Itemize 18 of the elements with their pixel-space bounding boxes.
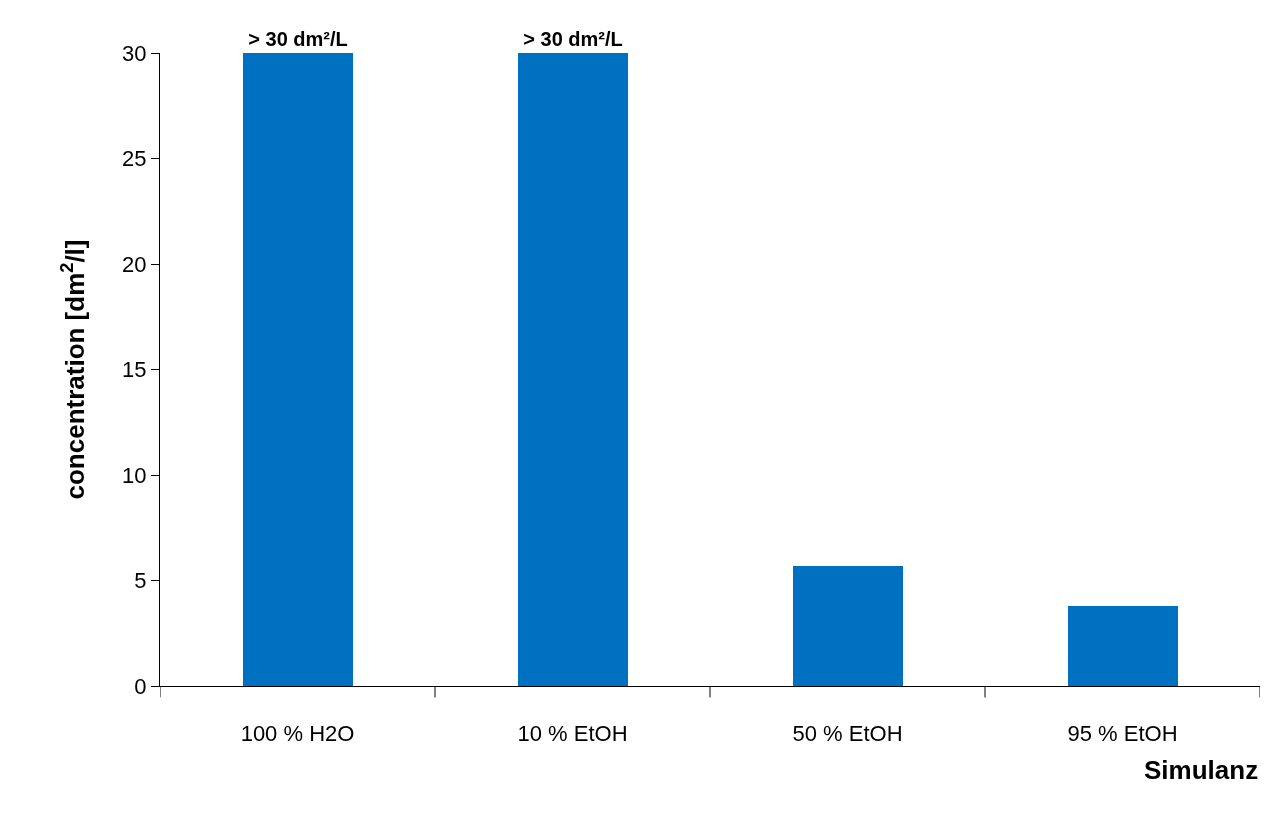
y-tick-label: 20: [122, 251, 147, 277]
x-tick-label: 10 % EtOH: [517, 721, 628, 747]
bar: [243, 53, 353, 686]
data-label: > 30 dm²/L: [248, 28, 348, 50]
x-tick-label: 100 % H2O: [240, 721, 355, 747]
y-tick-label: 10: [122, 462, 147, 488]
y-tick-label: 25: [122, 146, 147, 172]
y-tick-label: 15: [122, 357, 147, 383]
x-tick-label: 95 % EtOH: [1067, 721, 1178, 747]
x-axis-title: Simulanz: [1144, 755, 1259, 785]
bar: [793, 566, 903, 686]
y-tick-label: 5: [134, 568, 147, 594]
y-tick-label: 30: [122, 40, 147, 66]
bar: [518, 53, 628, 686]
bar: [1068, 606, 1178, 686]
y-tick-label: 0: [134, 673, 147, 699]
x-tick-label: 50 % EtOH: [792, 721, 903, 747]
data-label: > 30 dm²/L: [523, 28, 623, 50]
